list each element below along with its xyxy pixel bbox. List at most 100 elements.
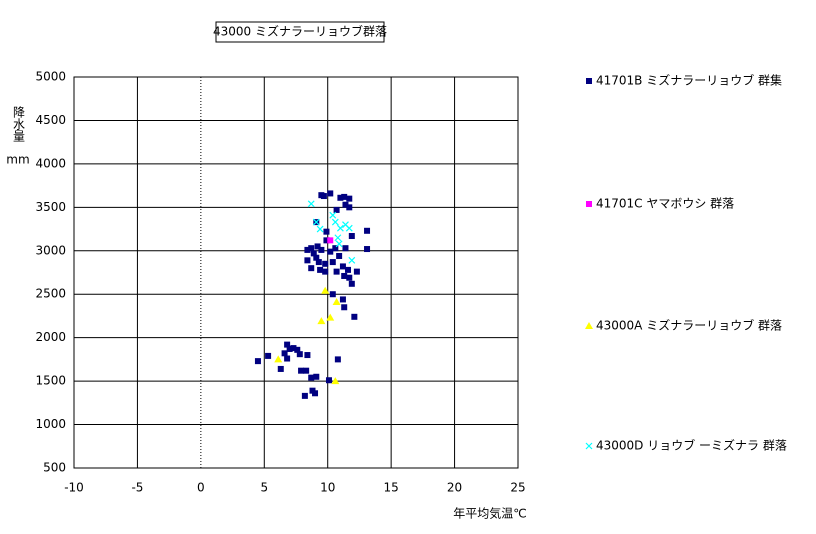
- legend-marker: [586, 201, 592, 207]
- point: [315, 259, 322, 266]
- point: [310, 250, 317, 257]
- point: [342, 201, 349, 208]
- y-tick-label: 2000: [35, 330, 66, 344]
- point: [348, 233, 355, 240]
- point: [298, 367, 305, 374]
- point: [308, 245, 315, 252]
- point: [339, 296, 346, 303]
- point: [322, 260, 329, 267]
- x-axis-label: 年平均気温℃: [453, 506, 526, 521]
- point: [342, 245, 349, 252]
- legend-label: 43000A ミズナラーリョウブ 群落: [596, 318, 782, 333]
- point: [304, 246, 311, 253]
- title-box: [215, 21, 385, 43]
- point: [364, 227, 371, 234]
- point: [353, 268, 360, 275]
- x-tick-label: 5: [260, 481, 268, 495]
- y-tick-label: 500: [43, 461, 66, 475]
- y-tick-label: 2500: [35, 287, 66, 301]
- point: [312, 218, 320, 226]
- point: [332, 245, 339, 252]
- point: [284, 341, 291, 348]
- y-tick-label: 4000: [35, 156, 66, 170]
- point: [327, 237, 334, 244]
- point: [329, 211, 337, 219]
- point: [277, 365, 284, 372]
- point: [308, 374, 315, 381]
- point: [346, 204, 353, 211]
- point: [348, 280, 355, 287]
- legend-label: 43000D リョウブ ーミズナラ 群落: [596, 438, 787, 453]
- point: [364, 246, 371, 253]
- point: [333, 268, 340, 275]
- point: [304, 257, 311, 264]
- legend-label: 41701B ミズナラーリョウブ 群集: [596, 73, 782, 88]
- point: [323, 237, 330, 244]
- legend-label: 41701C ヤマボウシ 群落: [596, 197, 734, 211]
- point: [316, 225, 324, 233]
- point: [312, 390, 319, 397]
- point: [304, 352, 311, 359]
- y-tick-label: 3500: [35, 200, 66, 214]
- point: [331, 218, 339, 226]
- point: [348, 256, 356, 264]
- point: [313, 373, 320, 380]
- point: [341, 304, 348, 311]
- point: [326, 313, 335, 321]
- point: [303, 367, 310, 374]
- point: [334, 234, 342, 242]
- point: [322, 268, 329, 275]
- point: [325, 377, 332, 384]
- x-tick-label: 25: [510, 481, 525, 495]
- point: [327, 190, 334, 197]
- point: [346, 195, 353, 202]
- point: [301, 392, 308, 399]
- chart-title: 43000 ミズナラーリョウブ群落: [213, 24, 387, 39]
- point: [323, 228, 330, 235]
- point: [329, 291, 336, 298]
- y-tick-label: 1500: [35, 374, 66, 388]
- point: [327, 248, 334, 255]
- legend-marker: [585, 322, 593, 329]
- y-axis-unit: mm: [6, 153, 29, 167]
- x-tick-label: -10: [64, 481, 84, 495]
- point: [321, 286, 330, 294]
- point: [331, 377, 340, 385]
- y-tick-label: 1000: [35, 417, 66, 431]
- point: [286, 345, 293, 352]
- point: [329, 259, 336, 266]
- point: [290, 345, 297, 352]
- point: [296, 351, 303, 358]
- legend-marker: [585, 442, 593, 450]
- point: [265, 352, 272, 359]
- point: [254, 358, 261, 365]
- point: [274, 355, 283, 363]
- plot-area: [73, 76, 519, 469]
- y-axis-label: 降水量: [12, 106, 26, 142]
- point: [294, 346, 301, 353]
- x-tick-label: 15: [384, 481, 399, 495]
- point: [341, 272, 348, 279]
- point: [351, 313, 358, 320]
- point: [317, 317, 326, 325]
- point: [345, 266, 352, 273]
- point: [336, 252, 343, 259]
- legend-marker: [586, 78, 592, 84]
- point: [341, 193, 348, 200]
- point: [284, 355, 291, 362]
- point: [335, 240, 343, 248]
- x-tick-label: 20: [447, 481, 462, 495]
- x-tick-label: 10: [320, 481, 335, 495]
- point: [307, 200, 315, 208]
- y-tick-label: 4500: [35, 113, 66, 127]
- point: [334, 356, 341, 363]
- y-tick-label: 3000: [35, 243, 66, 257]
- point: [345, 224, 353, 232]
- point: [337, 194, 344, 201]
- point: [332, 298, 341, 306]
- point: [320, 193, 327, 200]
- point: [317, 266, 324, 273]
- point: [333, 206, 340, 213]
- point: [314, 243, 321, 250]
